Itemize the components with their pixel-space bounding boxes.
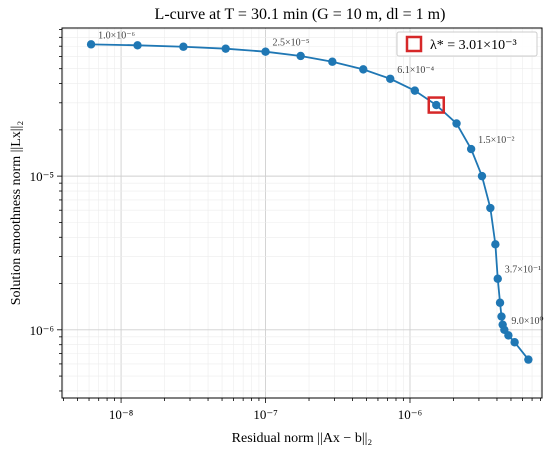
data-point [495, 298, 505, 307]
chart-title: L-curve at T = 30.1 min (G = 10 m, dl = … [155, 6, 446, 23]
data-point [221, 44, 230, 53]
y-axis-label: Solution smoothness norm ||Lx||₂ [9, 121, 24, 306]
annotations: 1.0×10⁻⁶ 2.5×10⁻⁵ 6.1×10⁻⁴ 1.5×10⁻² 3.7×10⁻¹… [98, 30, 543, 326]
lambda-annotation: 2.5×10⁻⁵ [273, 38, 310, 49]
data-point [386, 74, 395, 83]
data-point [432, 100, 441, 110]
data-point [524, 355, 533, 364]
y-tick-label: 10⁻⁶ [30, 323, 54, 338]
data-point [493, 274, 502, 283]
data-point [497, 312, 506, 321]
x-tick-label: 10⁻⁶ [398, 407, 422, 422]
axis-ticks: 10⁻⁸ 10⁻⁷ 10⁻⁶ 10⁻⁵ 10⁻⁶ [30, 29, 541, 422]
lambda-annotation: 1.0×10⁻⁶ [98, 30, 135, 41]
data-point [510, 338, 519, 347]
data-point [133, 41, 142, 50]
data-point [359, 65, 368, 74]
plot-frame [61, 27, 543, 399]
data-point [261, 47, 270, 56]
lambda-annotation: 1.5×10⁻² [478, 135, 514, 146]
data-series [86, 40, 533, 364]
lambda-annotation: 6.1×10⁻⁴ [397, 65, 434, 76]
grid-lines [62, 28, 542, 398]
data-point [477, 171, 487, 181]
data-point [328, 57, 337, 66]
data-point [179, 42, 188, 51]
data-point [410, 86, 420, 95]
data-point [86, 40, 96, 49]
data-point [452, 119, 461, 128]
data-point [504, 331, 513, 340]
x-tick-label: 10⁻⁷ [253, 407, 277, 422]
data-point [486, 203, 495, 213]
selected-lambda-marker [427, 96, 446, 114]
data-point [491, 240, 500, 249]
legend-marker-icon [405, 35, 423, 53]
y-tick-label: 10⁻⁵ [30, 169, 54, 184]
x-axis-label: Residual norm ||Ax − b||₂ [232, 431, 373, 446]
lambda-annotation: 9.0×10⁰ [511, 316, 543, 327]
lambda-annotation: 3.7×10⁻¹ [505, 265, 541, 276]
data-point [466, 144, 476, 154]
legend: λ* = 3.01×10⁻³ [396, 31, 538, 57]
legend-box [396, 31, 538, 57]
legend-label: λ* = 3.01×10⁻³ [430, 38, 517, 53]
x-tick-label: 10⁻⁸ [109, 407, 134, 422]
data-point [296, 51, 305, 61]
